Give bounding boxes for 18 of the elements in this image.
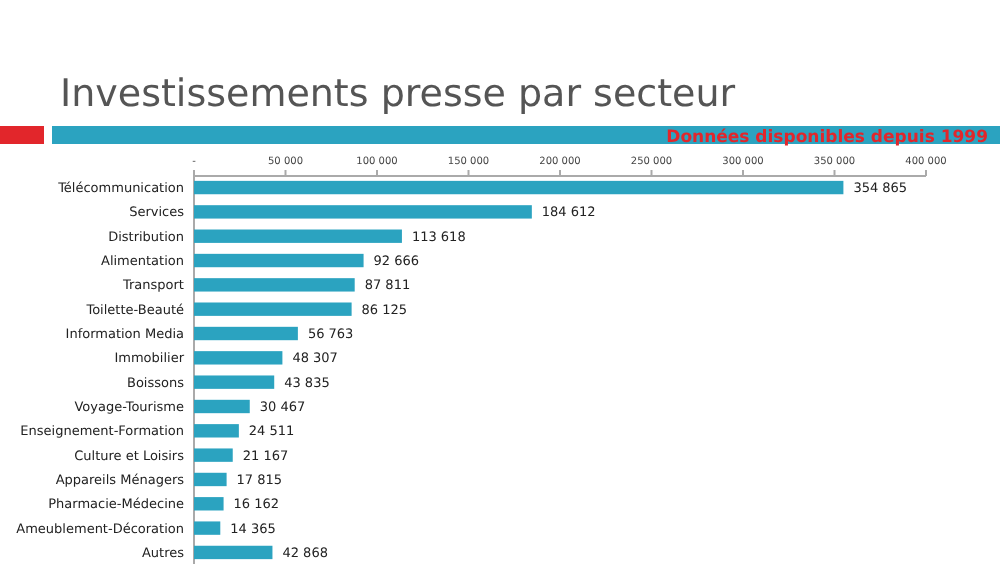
bar — [194, 253, 364, 268]
bar — [194, 180, 844, 195]
bar — [194, 375, 275, 389]
bar — [194, 472, 227, 487]
bar — [194, 278, 355, 292]
chart-subtitle: Données disponibles depuis 1999 — [666, 128, 989, 148]
bar — [194, 448, 233, 462]
bar — [194, 545, 273, 560]
bar — [194, 424, 239, 438]
chart-title: Investissements presse par secteur — [60, 72, 736, 116]
bar — [194, 351, 283, 365]
bar — [194, 326, 298, 341]
bar — [194, 302, 352, 316]
bar — [194, 521, 221, 535]
bar — [194, 399, 250, 414]
bar — [194, 205, 532, 219]
bar — [194, 229, 402, 243]
bar — [194, 497, 224, 511]
